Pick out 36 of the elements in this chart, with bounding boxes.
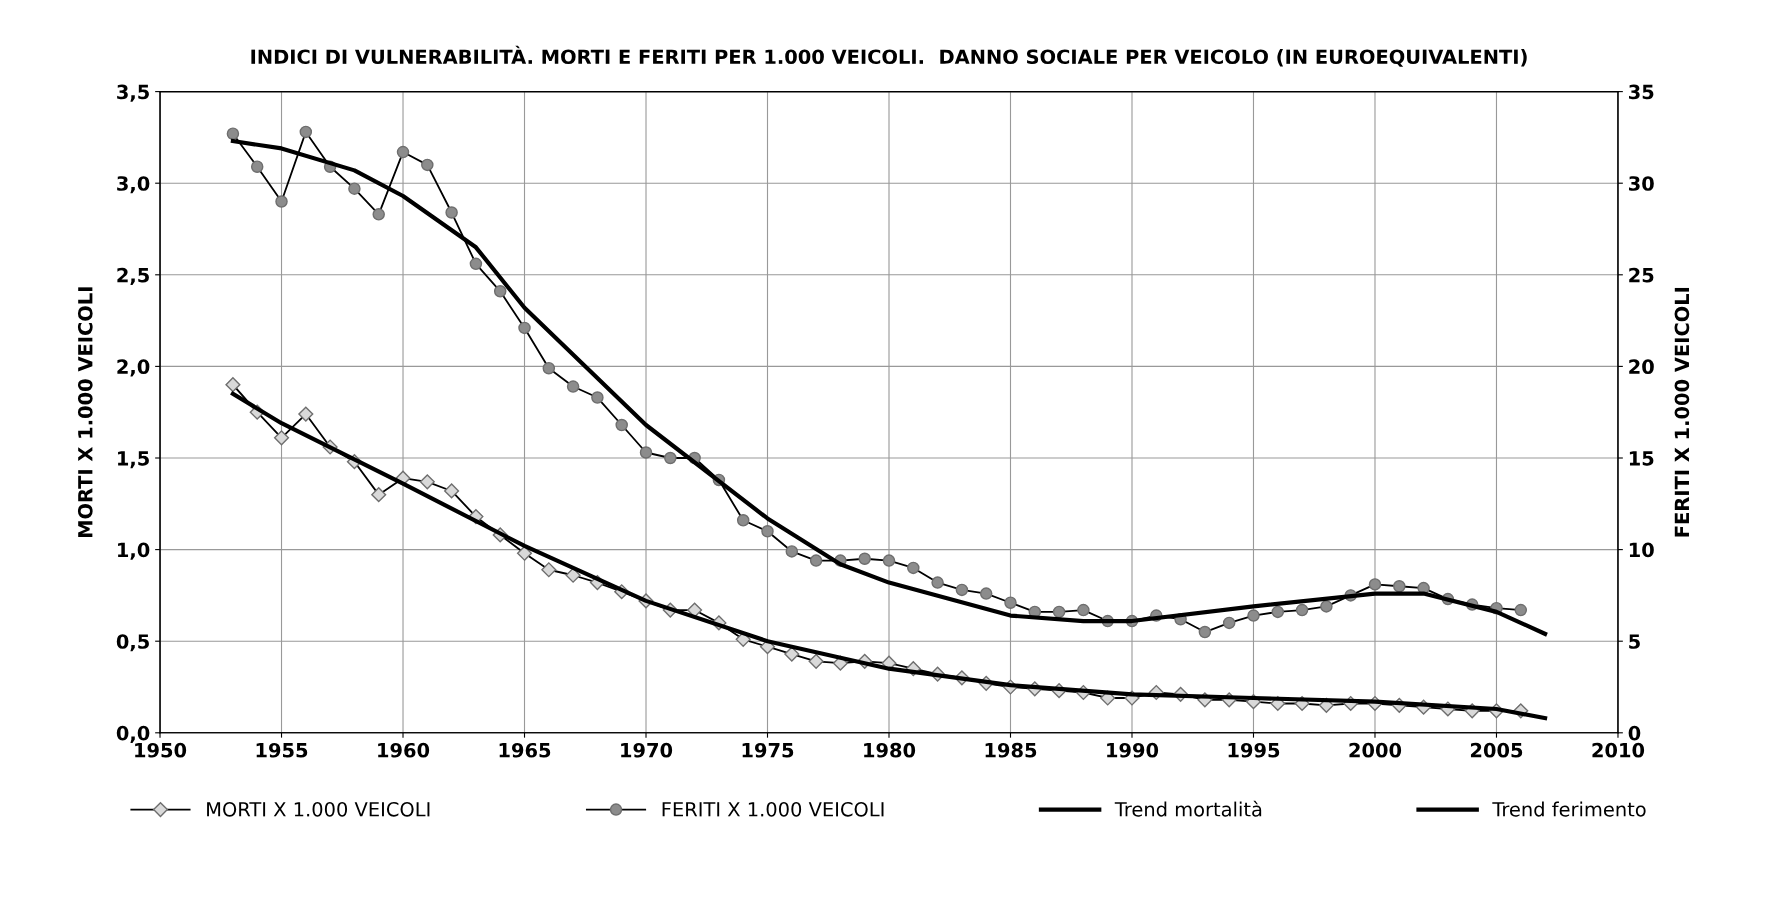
y2-tick-label: 35 bbox=[1629, 84, 1654, 100]
y2-tick-label: 25 bbox=[1629, 267, 1654, 283]
y2-tick-label: 5 bbox=[1629, 634, 1640, 649]
y2-tick-label: 30 bbox=[1629, 176, 1654, 191]
y2-axis-title: FERITI X 1.000 VEICOLI bbox=[1674, 287, 1690, 537]
y-tick-label: 2,0 bbox=[117, 359, 150, 377]
y-tick-label: 3,5 bbox=[117, 84, 149, 102]
x-tick-label: 1995 bbox=[1228, 742, 1280, 758]
y-tick-label: 1,5 bbox=[118, 451, 149, 469]
legend-label: Trend mortalità bbox=[1114, 800, 1262, 817]
y2-tick-label: 20 bbox=[1629, 359, 1654, 375]
x-tick-label: 1970 bbox=[621, 742, 673, 758]
legend-label: Trend ferimento bbox=[1492, 801, 1646, 817]
y-tick-label: 2,5 bbox=[117, 267, 149, 285]
x-tick-label: 1985 bbox=[985, 742, 1037, 758]
y-tick-label: 3,0 bbox=[117, 176, 150, 194]
x-tick-label: 1965 bbox=[499, 742, 551, 758]
y-tick-label: 1,0 bbox=[118, 542, 150, 560]
y-axis-title: MORTI X 1.000 VEICOLI bbox=[77, 287, 93, 538]
x-tick-label: 1980 bbox=[864, 742, 916, 758]
x-tick-label: 1990 bbox=[1107, 742, 1159, 758]
x-tick-label: 2005 bbox=[1470, 742, 1523, 758]
x-tick-label: 2010 bbox=[1592, 742, 1645, 758]
y-tick-label: 0,0 bbox=[116, 725, 150, 743]
y2-tick-label: 10 bbox=[1629, 542, 1654, 558]
legend-label: FERITI X 1.000 VEICOLI bbox=[662, 801, 884, 817]
x-tick-label: 1955 bbox=[256, 742, 308, 758]
legend-label: MORTI X 1.000 VEICOLI bbox=[207, 801, 430, 817]
y-tick-label: 0,5 bbox=[116, 634, 149, 652]
chart-title: INDICI DI VULNERABILITÀ. MORTI E FERITI PER 1.000 VEICOLI. DANNO SOCIALE PER VEICOLO (IN EUROEQUIVALENTI) bbox=[251, 45, 1527, 67]
x-tick-label: 1950 bbox=[135, 742, 187, 758]
y2-tick-label: 0 bbox=[1628, 725, 1641, 741]
x-tick-label: 1960 bbox=[378, 742, 430, 758]
y2-tick-label: 15 bbox=[1629, 451, 1654, 466]
x-tick-label: 1975 bbox=[742, 742, 794, 758]
x-tick-label: 2000 bbox=[1349, 742, 1402, 758]
